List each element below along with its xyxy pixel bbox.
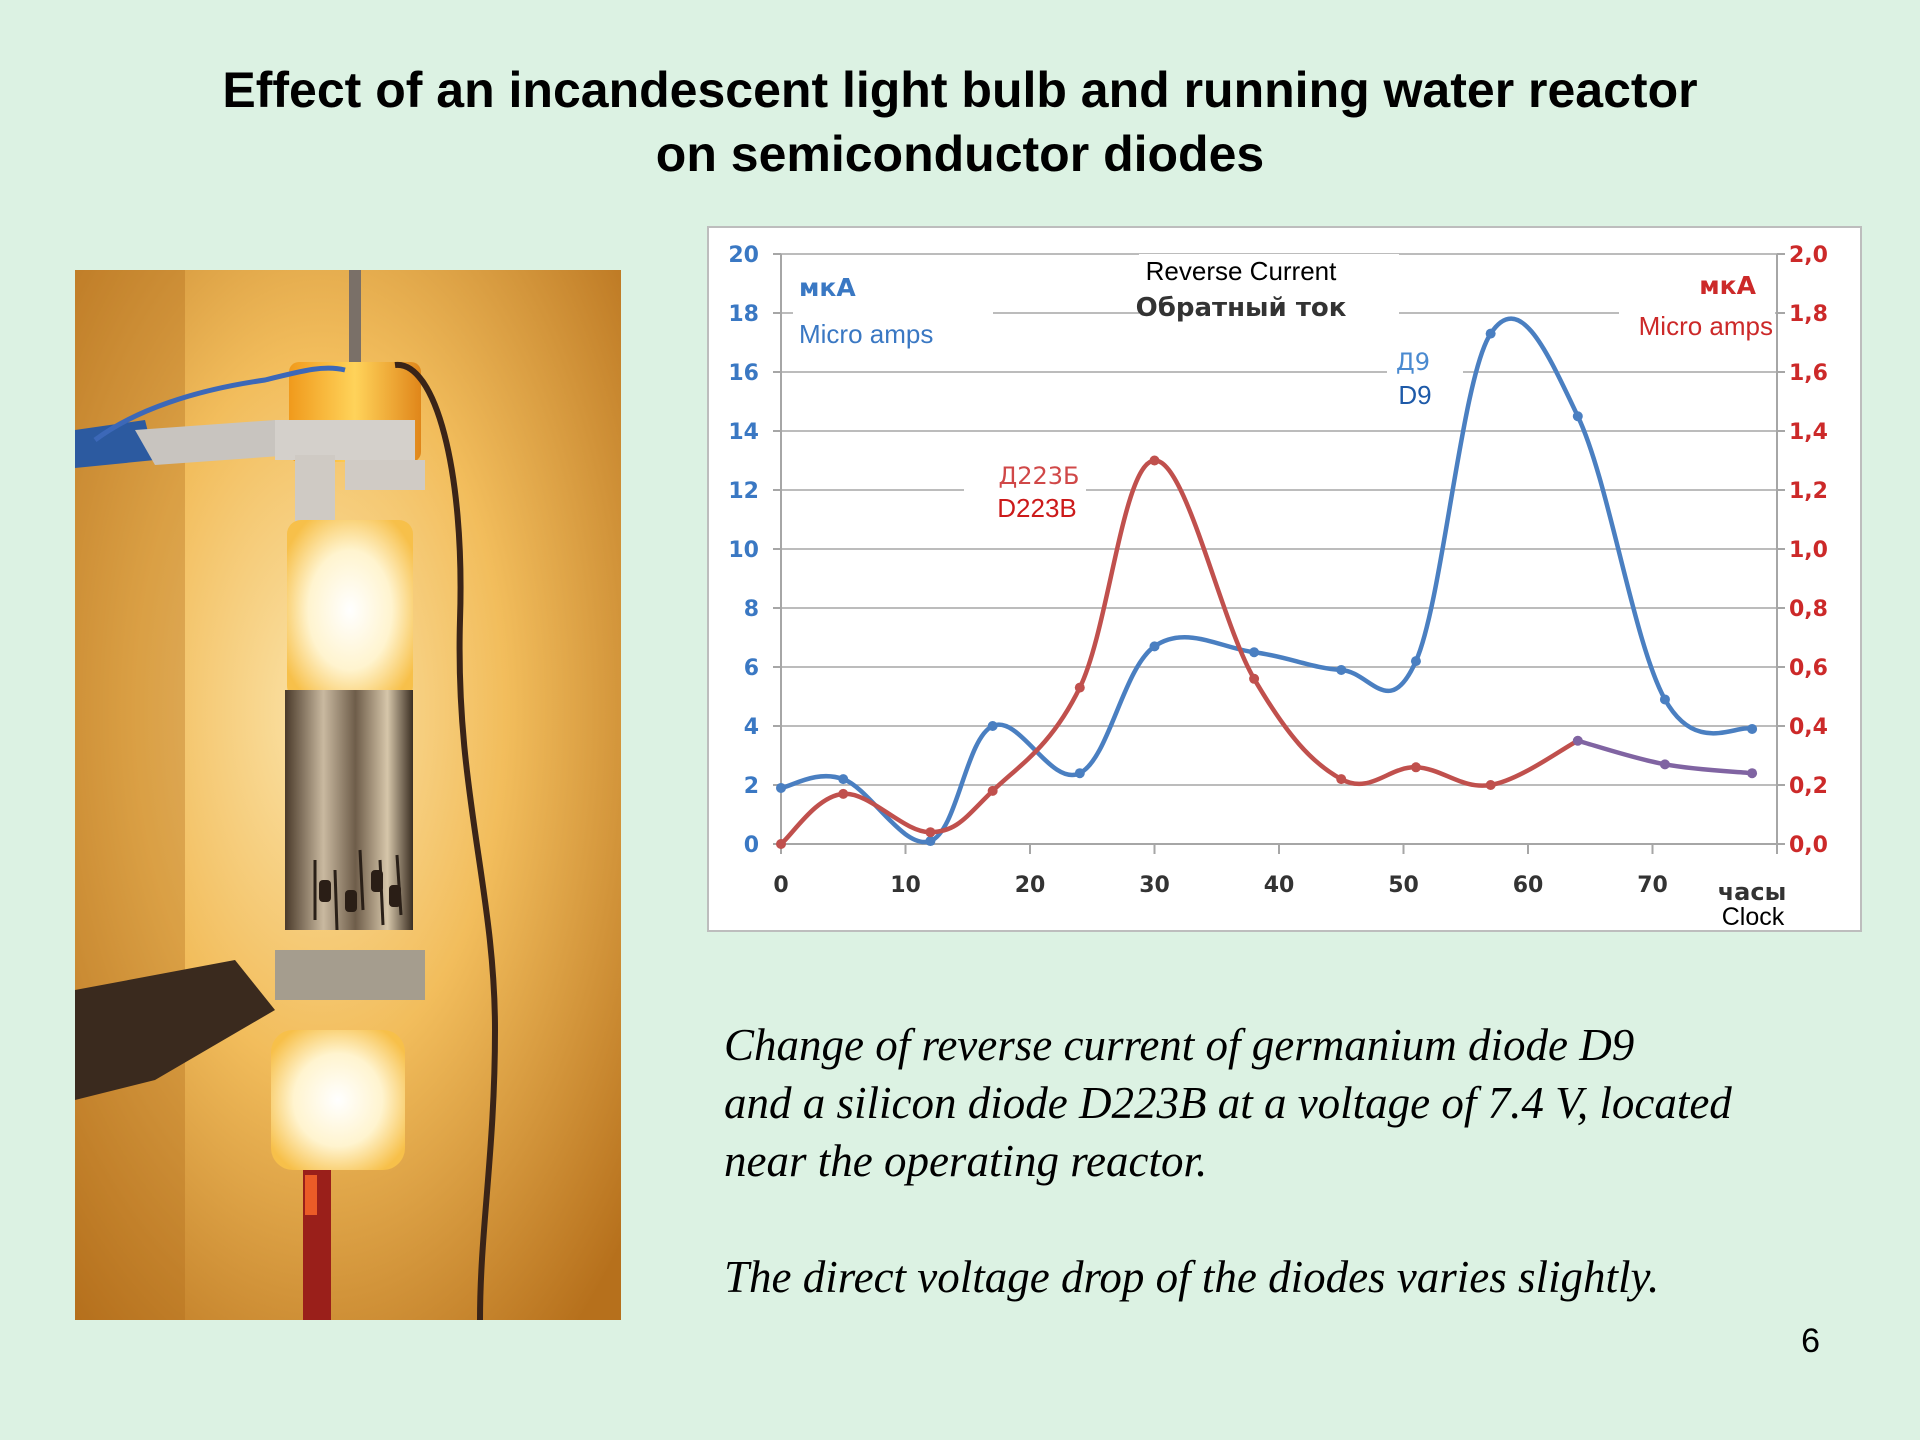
data-point-d9 [1149,641,1160,652]
data-point-d9 [838,774,849,785]
y-left-tick-label: 2 [744,774,759,799]
y-right-tick-label: 1,4 [1789,420,1828,445]
series-line-d223b [779,458,1579,846]
series-d223b-label-ru: Д223Б [998,462,1079,490]
x-tick-label: 50 [1388,873,1419,898]
data-point-d223b [776,839,786,849]
y-left-unit-ru: мкА [799,273,856,302]
data-point-d223b [838,788,849,799]
data-point-d223b [1074,682,1085,693]
y-right-tick-label: 0,0 [1789,833,1828,858]
y-right-unit-ru: мкА [1699,271,1756,300]
data-point-d223b [1572,735,1583,746]
caption-line-4: The direct voltage drop of the diodes va… [724,1252,1660,1302]
series-line-d9 [780,316,1753,845]
x-tick-labels: 0 10 20 30 40 50 60 70 [773,844,1778,898]
y-left-tick-label: 6 [744,656,759,681]
caption-line-1: Change of reverse current of germanium d… [724,1020,1635,1070]
x-axis-label-en: Clock [1722,903,1785,930]
x-tick-label: 0 [773,873,788,898]
x-tick-label: 10 [890,873,921,898]
x-tick-label: 70 [1637,873,1668,898]
series-d223b-label-en: D223B [997,493,1077,523]
data-point-d9 [1249,647,1260,658]
slide-title-line-2: on semiconductor diodes [655,126,1265,182]
chart-title-background [1139,254,1399,328]
caption-line-2: and a silicon diode D223B at a voltage o… [724,1078,1732,1128]
y-left-tick-label: 0 [744,833,759,858]
d9-label-background [1387,348,1463,416]
data-point-d223b [987,785,998,796]
chart-title: Reverse Current [1146,256,1338,286]
y-left-tick-label: 14 [728,420,759,445]
caption-spacer [724,1190,1844,1248]
y-right-tick-label: 0,2 [1789,774,1828,799]
y-right-tick-label: 1,2 [1789,479,1828,504]
caption-line-3: near the operating reactor. [724,1136,1208,1186]
y-right-tick-label: 1,8 [1789,302,1828,327]
data-point-d9 [987,721,998,731]
series-lines [776,316,1758,849]
y-left-tick-label: 20 [728,243,759,268]
y-right-tick-labels: 0,0 0,2 0,4 0,6 0,8 1,0 1,2 1,4 1,6 1,8 2,0 [1777,243,1828,858]
x-tick-label: 30 [1139,873,1170,898]
data-point-d9 [1336,664,1347,675]
x-tick-label: 20 [1015,873,1046,898]
y-left-tick-label: 8 [744,597,759,622]
data-point-d9 [1747,723,1758,734]
y-right-tick-label: 0,4 [1789,715,1828,740]
y-left-tick-label: 16 [728,361,759,386]
data-point-d9 [1572,411,1583,422]
data-point-d9 [776,782,786,793]
page-number: 6 [1801,1322,1820,1360]
data-point-d223b [1249,673,1260,684]
slide-title: Effect of an incandescent light bulb and… [100,58,1820,186]
x-axis-label-ru: часы [1718,878,1787,906]
lamp-reactor-photo [75,270,621,1320]
y-right-tick-label: 1,0 [1789,538,1828,563]
y-left-tick-label: 10 [728,538,759,563]
data-point-d9 [1485,328,1496,339]
y-left-tick-label: 4 [744,715,759,740]
y-right-tick-label: 0,6 [1789,656,1828,681]
data-point-d223b [1149,455,1160,466]
series-d9-label-en: D9 [1398,380,1431,410]
d223b-label-background [964,460,1086,530]
x-tick-label: 60 [1513,873,1544,898]
y-left-unit-en: Micro amps [799,319,933,349]
data-point-d223b [1659,759,1670,770]
data-point-d223b [1410,762,1421,773]
data-point-d9 [925,836,936,847]
series-d9-label-ru: Д9 [1396,348,1430,376]
x-tick-label: 40 [1264,873,1295,898]
y-left-tick-label: 12 [728,479,759,504]
photo-illustration [75,270,621,1320]
data-point-d223b [1485,780,1496,790]
data-point-d9 [1410,656,1421,667]
data-point-d223b [925,827,936,838]
data-point-d223b [1336,774,1347,785]
reverse-current-chart: 0 2 4 6 8 10 12 14 16 18 20 0,0 0,2 0,4 0,6 0,8 1,0 1,2 1… [707,226,1862,932]
y-right-tick-label: 2,0 [1789,243,1828,268]
chart-subtitle: Обратный ток [1136,293,1347,323]
left-unit-background [793,274,993,356]
slide-title-line-1: Effect of an incandescent light bulb and… [222,62,1698,118]
chart-svg: 0 2 4 6 8 10 12 14 16 18 20 0,0 0,2 0,4 0,6 0,8 1,0 1,2 1… [728,243,1828,930]
data-point-d9 [1659,694,1670,705]
data-point-d223b [1747,768,1758,779]
y-right-tick-label: 0,8 [1789,597,1828,622]
right-unit-background [1619,270,1775,358]
data-point-d9 [1074,768,1085,779]
y-left-tick-labels: 0 2 4 6 8 10 12 14 16 18 20 [728,243,781,858]
chart-caption: Change of reverse current of germanium d… [724,1016,1844,1306]
y-right-tick-label: 1,6 [1789,361,1828,386]
y-left-tick-label: 18 [728,302,759,327]
y-right-unit-en: Micro amps [1639,311,1773,341]
